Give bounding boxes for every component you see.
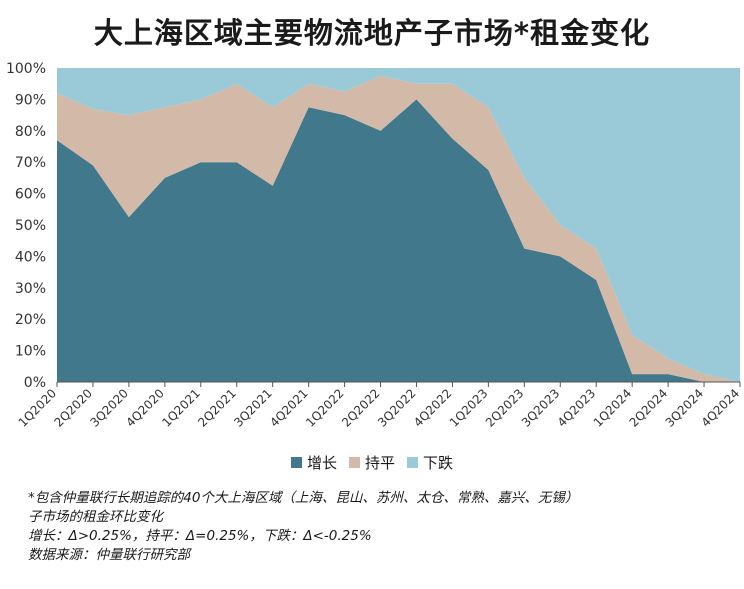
x-tick-label: 3Q2023: [519, 386, 563, 430]
x-tick-label: 2Q2023: [483, 386, 527, 430]
footnote-line-4: 数据来源：仲量联行研究部: [28, 547, 190, 563]
y-axis: 0% 10% 20% 30% 40% 50% 60% 70% 80% 90% 100%: [6, 61, 46, 391]
legend-label-decrease: 下跌: [423, 454, 454, 472]
area-flat: [57, 75, 740, 382]
y-tick-label: 70%: [15, 155, 46, 171]
x-tick-label: 1Q2020: [16, 386, 60, 430]
chart-title: 大上海区域主要物流地产子市场*租金变化: [93, 16, 651, 50]
legend-item-flat[interactable]: 持平: [348, 452, 395, 473]
footnote-line-2: 子市场的租金环比变化: [28, 509, 163, 525]
y-tick-label: 90%: [15, 92, 46, 108]
x-tick-label: 3Q2024: [663, 386, 707, 430]
x-tick-label: 1Q2023: [447, 386, 491, 430]
y-tick-label: 10%: [15, 344, 46, 360]
x-tick-label: 2Q2024: [627, 386, 671, 430]
x-tick-label: 2Q2020: [51, 386, 95, 430]
y-tick-label: 100%: [6, 61, 46, 77]
x-tick-label: 4Q2024: [699, 386, 743, 430]
x-tick-label: 4Q2022: [411, 386, 455, 430]
x-tick-label: 4Q2021: [267, 386, 311, 430]
legend-item-decrease[interactable]: 下跌: [407, 452, 453, 473]
footnote-line-1: *包含仲量联行长期追踪的40个大上海区域（上海、昆山、苏州、太仓、常熟、嘉兴、无…: [28, 490, 579, 506]
x-tick-label: 1Q2021: [159, 386, 203, 430]
y-tick-label: 60%: [15, 187, 46, 203]
legend-swatch-flat: [348, 457, 360, 468]
y-tick-label: 80%: [15, 124, 46, 140]
y-tick-label: 30%: [15, 281, 46, 297]
y-tick-label: 20%: [15, 312, 46, 328]
legend-item-increase[interactable]: 增长: [290, 452, 337, 473]
legend-swatch-increase: [290, 457, 302, 468]
footnote: *包含仲量联行长期追踪的40个大上海区域（上海、昆山、苏州、太仓、常熟、嘉兴、无…: [28, 489, 578, 565]
footnote-line-3: 增长：Δ>0.25%，持平：Δ=0.25%，下跌：Δ<-0.25%: [28, 528, 372, 544]
areas-layer: [57, 68, 740, 383]
x-tick-label: 1Q2024: [591, 386, 635, 430]
x-tick-label: 3Q2022: [375, 386, 419, 430]
y-tick-label: 0%: [24, 375, 46, 391]
area-decrease: [57, 68, 740, 382]
x-axis: 1Q20202Q20203Q20204Q20201Q20212Q20213Q20…: [16, 381, 743, 430]
x-tick-label: 2Q2021: [195, 386, 239, 430]
x-tick-label: 4Q2020: [123, 386, 167, 430]
area-increase: [57, 99, 740, 383]
legend-swatch-decrease: [407, 457, 418, 468]
x-tick-label: 3Q2020: [87, 386, 131, 430]
y-tick-label: 40%: [15, 249, 46, 265]
x-tick-label: 3Q2021: [231, 386, 275, 430]
legend: 增长 持平 下跌: [0, 452, 744, 473]
legend-label-flat: 持平: [364, 454, 395, 472]
stacked-area-chart: 0% 10% 20% 30% 40% 50% 60% 70% 80% 90% 100% 1Q2020…: [6, 61, 743, 430]
x-tick-label: 2Q2022: [339, 386, 383, 430]
legend-label-increase: 增长: [306, 454, 337, 472]
y-tick-label: 50%: [15, 218, 46, 234]
x-tick-label: 4Q2023: [555, 386, 599, 430]
x-tick-label: 1Q2022: [303, 386, 347, 430]
